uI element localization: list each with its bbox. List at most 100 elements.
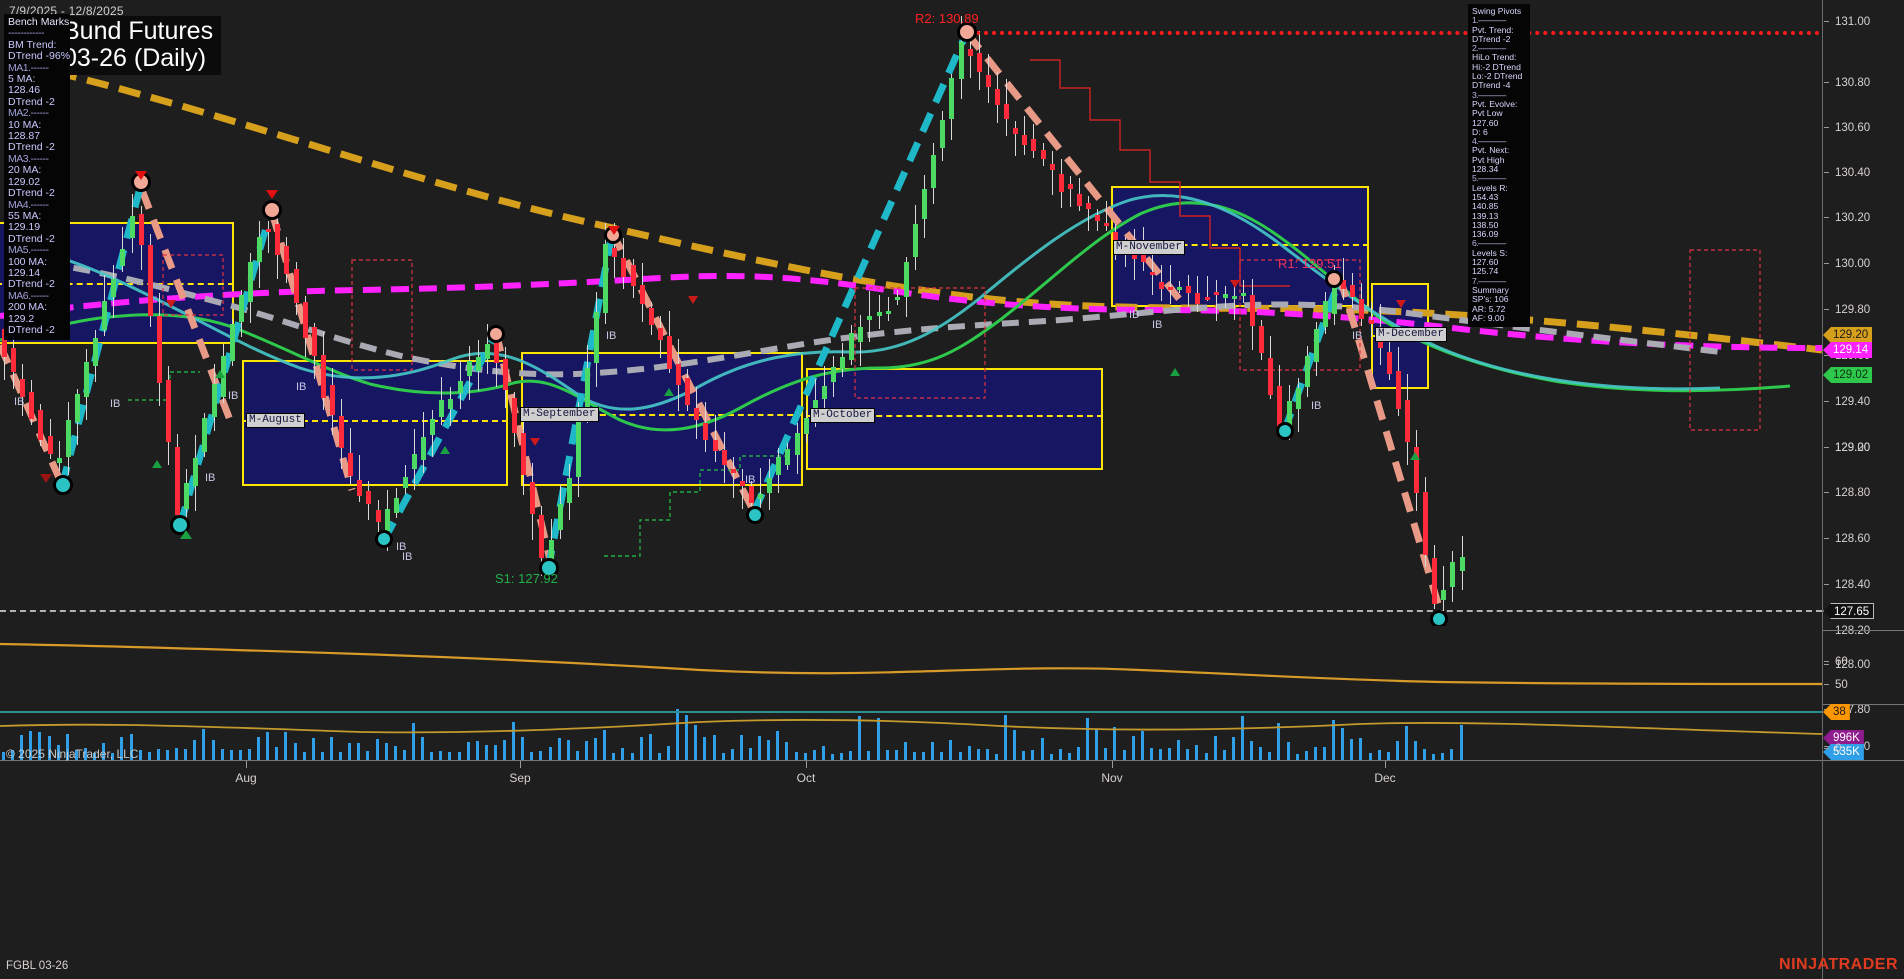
month-tag-october[interactable]: M-October bbox=[810, 408, 876, 423]
candle-wick bbox=[1015, 121, 1016, 156]
tick-mark bbox=[1824, 584, 1829, 585]
volume-bar bbox=[1378, 750, 1381, 760]
month-tag-september[interactable]: M-September bbox=[520, 407, 599, 422]
time-tick bbox=[1385, 761, 1386, 768]
volume-bar bbox=[366, 751, 369, 760]
price-tick-label: 130.00 bbox=[1835, 258, 1871, 270]
time-tick-label: Nov bbox=[1101, 771, 1123, 785]
candlestick-series bbox=[2, 16, 1465, 611]
volume-tick-label: 0 bbox=[1835, 743, 1842, 755]
swing-pivot-value: Hi:-2 DTrend bbox=[1472, 61, 1521, 72]
volume-bar bbox=[403, 749, 406, 760]
volume-bar bbox=[385, 742, 388, 760]
candle-body bbox=[230, 324, 235, 362]
volume-bar bbox=[1277, 722, 1280, 760]
price-chart-panel[interactable]: R2: 130.89 R1: 129.51 S1: 127.92 M-August M-… bbox=[0, 0, 1822, 626]
volume-bar bbox=[184, 749, 187, 760]
candle-body bbox=[1195, 292, 1200, 304]
volume-bar bbox=[1250, 740, 1253, 760]
volume-bar bbox=[202, 728, 205, 760]
price-tick-label: 129.00 bbox=[1835, 442, 1871, 454]
candle-body bbox=[120, 249, 125, 267]
candle-body bbox=[895, 296, 900, 300]
benchmarks-panel[interactable]: Bench Marks ------------ BM Trend: DTrend -… bbox=[4, 14, 71, 341]
volume-badge-2[interactable]: 535K bbox=[1823, 744, 1864, 760]
price-tick-label: 129.80 bbox=[1835, 304, 1871, 316]
volume-bar bbox=[1186, 749, 1189, 760]
instrument-label: FGBL 03-26 bbox=[6, 960, 69, 972]
volume-bars bbox=[0, 704, 1822, 760]
volume-bar bbox=[303, 752, 306, 760]
candle-body bbox=[430, 418, 435, 436]
volume-bar bbox=[1296, 754, 1299, 760]
month-tag-november[interactable]: M-November bbox=[1113, 240, 1186, 255]
volume-bar bbox=[858, 715, 861, 760]
candle-body bbox=[612, 247, 617, 258]
tick-mark bbox=[1824, 746, 1829, 747]
last-price-badge[interactable]: 127.65 bbox=[1823, 603, 1875, 619]
time-tick-label: Sep bbox=[509, 771, 531, 785]
volume-bar bbox=[1141, 731, 1144, 760]
swing-pivots-panel[interactable]: Swing Pivots 1.------------- Pvt. Trend: DT… bbox=[1468, 4, 1530, 328]
benchmarks-divider: ------------ bbox=[8, 27, 44, 40]
volume-bar bbox=[758, 735, 761, 760]
down-arrow-marker bbox=[166, 300, 176, 308]
candle-body bbox=[703, 423, 708, 440]
volume-panel[interactable] bbox=[0, 704, 1822, 760]
candle-body bbox=[904, 261, 909, 298]
candle-body bbox=[1268, 358, 1273, 396]
volume-bar bbox=[148, 752, 151, 760]
candle-wick bbox=[1343, 257, 1344, 300]
candle-body bbox=[594, 312, 599, 363]
ninjatrader-logo: NINJATRADER bbox=[1779, 956, 1898, 973]
candle-body bbox=[1031, 139, 1036, 152]
candle-body bbox=[631, 265, 636, 287]
candle-body bbox=[202, 417, 207, 453]
volume-bar bbox=[1159, 749, 1162, 760]
volume-bar bbox=[120, 737, 123, 760]
candle-body bbox=[713, 440, 718, 451]
month-tag-august[interactable]: M-August bbox=[246, 413, 305, 428]
ma-100-badge[interactable]: 129.20 bbox=[1823, 327, 1873, 343]
candle-body bbox=[731, 469, 736, 474]
oscillator-tick-label: 60 bbox=[1835, 656, 1848, 668]
month-tag-december[interactable]: M-December bbox=[1375, 327, 1448, 342]
ma-200-badge[interactable]: 129.14 bbox=[1823, 342, 1873, 358]
swing-low-dot-last bbox=[1430, 610, 1448, 626]
candle-body bbox=[257, 237, 262, 263]
candle-body bbox=[603, 244, 608, 313]
volume-bar bbox=[448, 752, 451, 760]
volume-bar bbox=[740, 734, 743, 760]
volume-bar bbox=[1341, 728, 1344, 760]
price-axis[interactable]: 131.00 130.80 130.60 130.40 130.20 130.00 129.… bbox=[1822, 0, 1904, 979]
swing-high-dot-r1 bbox=[1325, 270, 1343, 288]
candle-body bbox=[294, 269, 299, 304]
candle-body bbox=[38, 410, 43, 440]
oscillator-value-badge[interactable]: 38 bbox=[1823, 704, 1850, 720]
volume-bar bbox=[412, 722, 415, 760]
candle-body bbox=[621, 258, 626, 278]
candle-body bbox=[995, 88, 1000, 106]
candle-body bbox=[412, 453, 417, 470]
volume-bar bbox=[376, 739, 379, 760]
candle-body bbox=[1059, 174, 1064, 192]
volume-bar bbox=[439, 751, 442, 760]
volume-bar bbox=[1287, 742, 1290, 760]
benchmark-value: 128.87 bbox=[8, 130, 41, 143]
candle-body bbox=[357, 479, 362, 497]
ma-20-badge[interactable]: 129.02 bbox=[1823, 367, 1873, 383]
time-axis[interactable]: Aug Sep Oct Nov Dec bbox=[0, 760, 1822, 800]
swing-pivot-label: HiLo Trend: bbox=[1472, 52, 1517, 63]
volume-badge-1[interactable]: 996K bbox=[1823, 730, 1864, 746]
benchmark-value: DTrend -96% bbox=[8, 50, 71, 63]
candle-body bbox=[667, 336, 672, 369]
volume-bar bbox=[1104, 748, 1107, 760]
tick-mark bbox=[1824, 684, 1829, 685]
volume-bar bbox=[1314, 746, 1317, 760]
oscillator-panel[interactable] bbox=[0, 630, 1822, 702]
volume-bar bbox=[1450, 748, 1453, 760]
volume-bar bbox=[731, 749, 734, 760]
price-tick: 128.20 bbox=[1823, 624, 1904, 638]
price-tick: 130.20 bbox=[1823, 211, 1904, 225]
candle-body bbox=[303, 302, 308, 338]
